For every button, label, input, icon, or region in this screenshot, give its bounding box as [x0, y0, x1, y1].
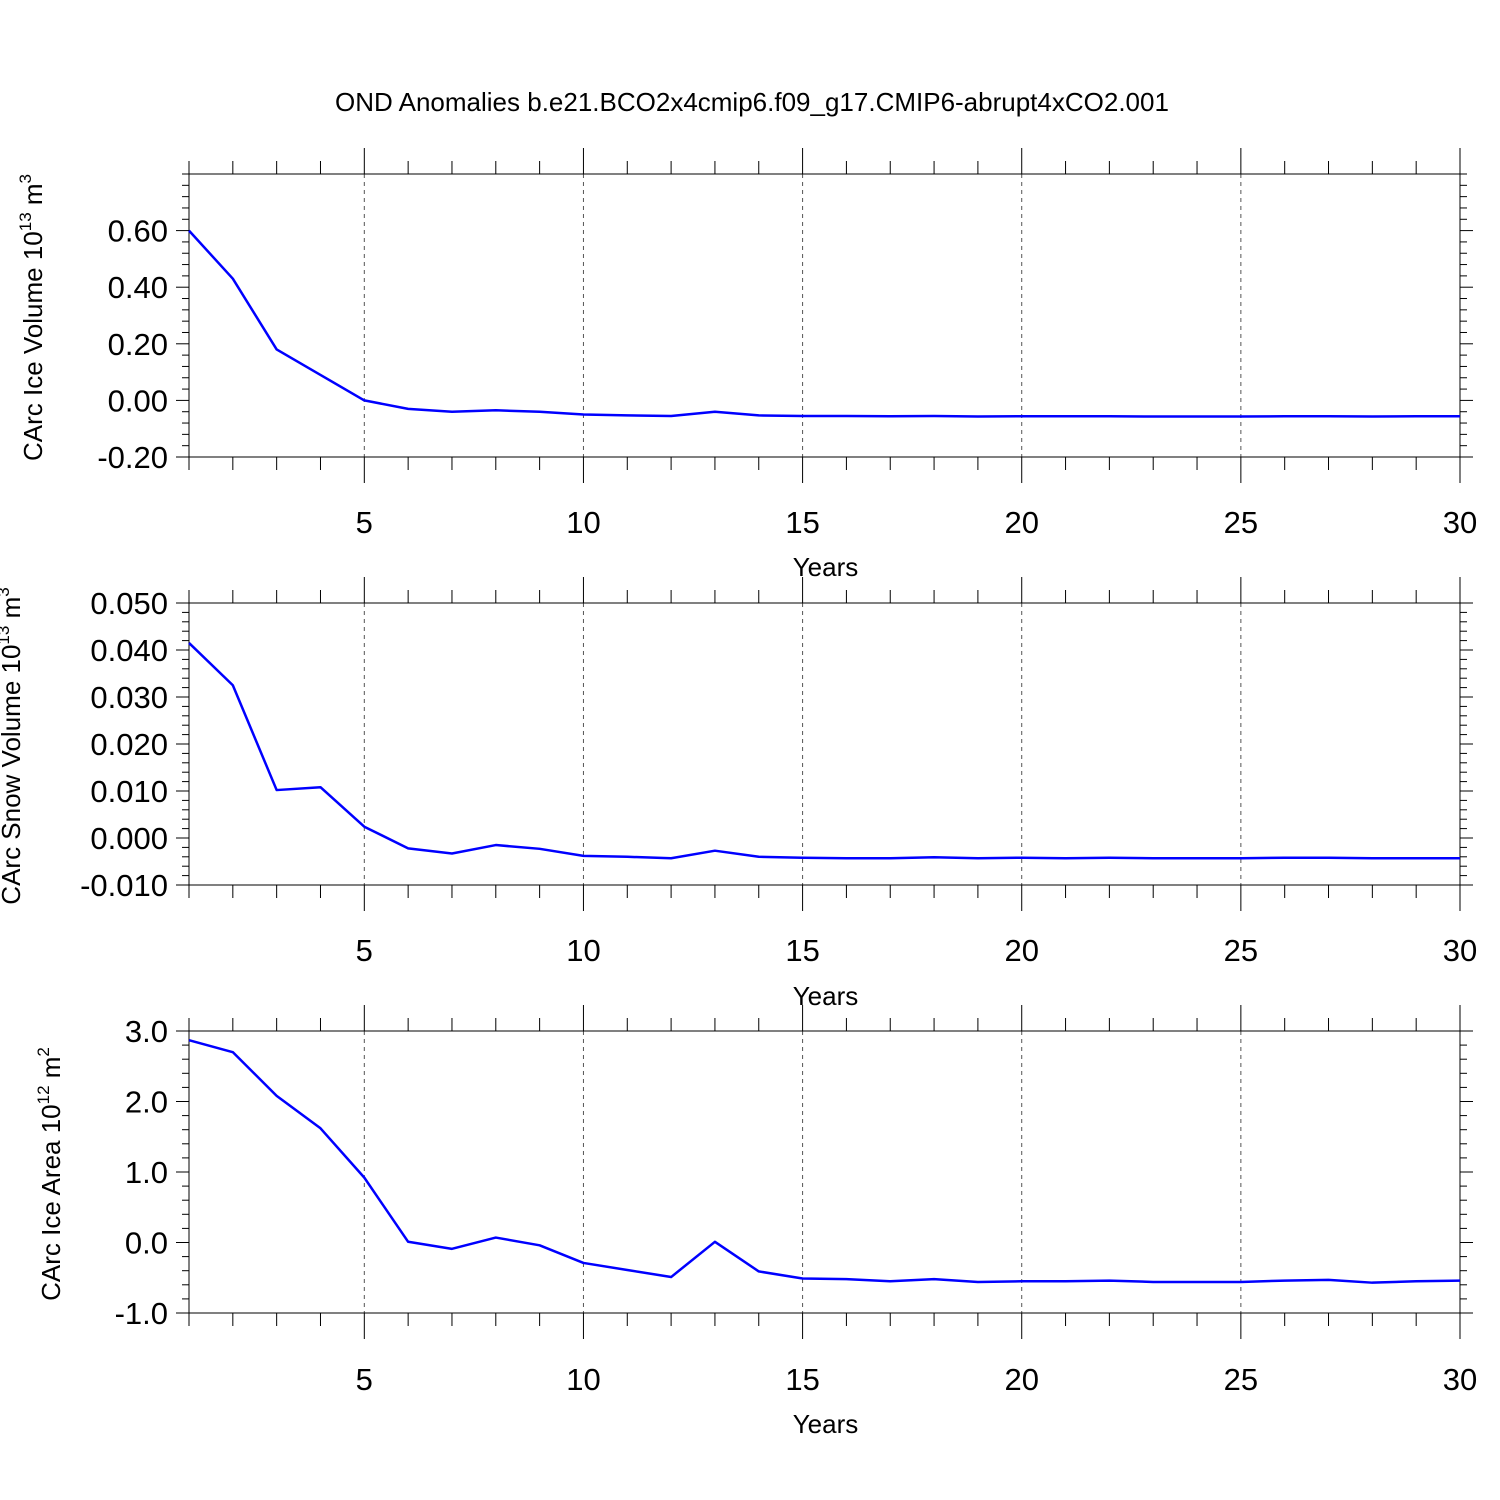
y-tick-label: -0.010 [80, 868, 168, 903]
y-tick-label: 0.010 [90, 774, 168, 809]
x-axis-label: Years [793, 1409, 859, 1439]
x-tick-label: 20 [1004, 933, 1038, 968]
y-axis-label: CArc Ice Volume 1013 m3 [16, 174, 48, 461]
y-tick-label: 0.050 [90, 586, 168, 621]
y-tick-label: 3.0 [125, 1014, 168, 1049]
x-tick-label: 25 [1224, 505, 1258, 540]
y-tick-label: 0.000 [90, 821, 168, 856]
series-line [188, 229, 1460, 418]
x-tick-label: 30 [1443, 933, 1477, 968]
plot-frame [188, 173, 1461, 458]
y-tick-label: 0.40 [108, 270, 168, 305]
x-axis-label: Years [793, 981, 859, 1011]
y-axis-label: CArc Ice Area 1012 m2 [34, 1047, 66, 1301]
y-tick-label: 1.0 [125, 1155, 168, 1190]
plot-frame [188, 1030, 1461, 1314]
x-tick-label: 5 [356, 933, 373, 968]
figure-title: OND Anomalies b.e21.BCO2x4cmip6.f09_g17.… [335, 87, 1169, 117]
y-tick-label: 0.60 [108, 214, 168, 249]
series-line [188, 1038, 1461, 1284]
x-tick-label: 5 [356, 1362, 373, 1397]
x-tick-label: 15 [785, 933, 819, 968]
x-tick-label: 10 [566, 1362, 600, 1397]
y-tick-label: 0.030 [90, 680, 168, 715]
x-tick-label: 20 [1004, 1362, 1038, 1397]
y-tick-label: 0.20 [108, 327, 168, 362]
series-line [188, 642, 1460, 860]
panel-2: 5 10 15 20 25 30 -0.010 0.000 0.010 0.020 0.030 0.0… [0, 577, 1477, 1011]
y-tick-label: -0.20 [97, 440, 168, 475]
y-tick-label: -1.0 [115, 1296, 168, 1331]
y-tick-label: 0.00 [108, 383, 168, 418]
x-tick-label: 25 [1224, 933, 1258, 968]
panel-1: 5 10 15 20 25 30 -0.20 0.00 0.20 0.40 0.60 Years CAr… [16, 148, 1477, 582]
x-tick-label: 15 [785, 505, 819, 540]
x-tick-label: 10 [566, 933, 600, 968]
y-tick-label: 2.0 [125, 1085, 168, 1120]
plot-frame [188, 602, 1461, 886]
y-axis-label: CArc Snow Volume 1013 m3 [0, 587, 26, 904]
x-tick-label: 25 [1224, 1362, 1258, 1397]
x-tick-label: 30 [1443, 1362, 1477, 1397]
y-tick-label: 0.020 [90, 727, 168, 762]
panel-3: 5 10 15 20 25 30 -1.0 0.0 1.0 2.0 3.0 Years CArc Ice… [34, 1005, 1477, 1439]
x-tick-label: 5 [356, 505, 373, 540]
x-axis-label: Years [793, 552, 859, 582]
x-tick-label: 15 [785, 1362, 819, 1397]
x-tick-label: 20 [1004, 505, 1038, 540]
y-tick-label: 0.040 [90, 633, 168, 668]
x-tick-label: 10 [566, 505, 600, 540]
y-tick-label: 0.0 [125, 1226, 168, 1261]
x-tick-label: 30 [1443, 505, 1477, 540]
